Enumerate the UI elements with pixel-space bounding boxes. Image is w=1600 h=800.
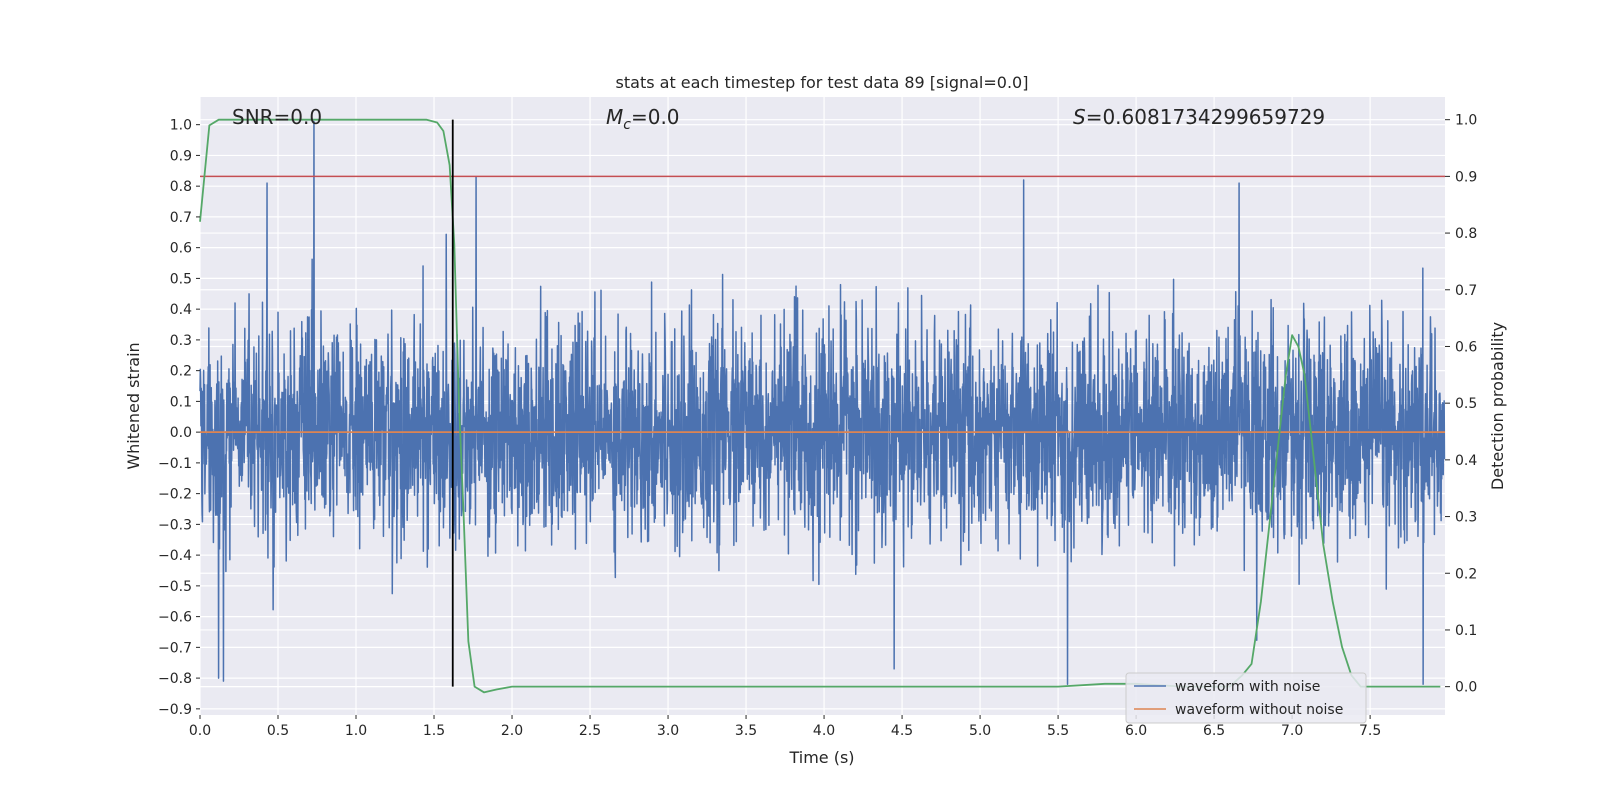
chart-title: stats at each timestep for test data 89 … <box>616 73 1029 92</box>
x-tick-label: 6.5 <box>1203 723 1225 739</box>
y-tick-label: −0.9 <box>158 702 192 718</box>
y2-tick-label: 0.5 <box>1455 396 1477 412</box>
y-tick-label: −0.3 <box>158 517 192 533</box>
x-axis-label: Time (s) <box>788 748 854 767</box>
mc-annotation: Mc=0.0 <box>606 105 680 133</box>
mc-value: =0.0 <box>631 105 680 129</box>
s-value: =0.6081734299659729 <box>1086 105 1325 129</box>
mc-subscript: c <box>623 117 631 133</box>
y2-tick-label: 0.9 <box>1455 169 1477 185</box>
legend-label-without-noise: waveform without noise <box>1175 702 1343 718</box>
y2-tick-label: 0.4 <box>1455 453 1477 469</box>
mc-symbol: M <box>606 105 623 129</box>
y-axis-label: Whitened strain <box>124 342 143 469</box>
y2-tick-label: 1.0 <box>1455 113 1477 129</box>
y-tick-label: −0.7 <box>158 640 192 656</box>
y2-tick-label: 0.2 <box>1455 566 1477 582</box>
series-detection-probability <box>199 118 1441 694</box>
snr-annotation: SNR=0.0 <box>232 105 322 129</box>
y-tick-label: 0.4 <box>170 302 192 318</box>
x-tick-label: 5.5 <box>1047 723 1069 739</box>
x-tick-label: 0.0 <box>189 723 211 739</box>
x-tick-label: 3.0 <box>657 723 679 739</box>
y-tick-label: −0.5 <box>158 579 192 595</box>
y2-tick-label: 0.3 <box>1455 510 1477 526</box>
x-tick-label: 2.5 <box>579 723 601 739</box>
y2-tick-label: 0.1 <box>1455 623 1477 639</box>
y-ticks-left: 1.0 0.9 0.8 0.7 0.6 0.5 0.4 0.3 0.2 0.1 0.0 −0.1 −0.… <box>158 118 200 718</box>
y-tick-label: 0.8 <box>170 179 192 195</box>
y-ticks-right: 1.0 0.9 0.8 0.7 0.6 0.5 0.4 0.3 0.2 0.1 0.0 <box>1445 113 1477 696</box>
y-tick-label: 0.7 <box>170 210 192 226</box>
y-tick-label: 0.1 <box>170 394 192 410</box>
x-tick-label: 2.0 <box>501 723 523 739</box>
y-tick-label: −0.4 <box>158 548 192 564</box>
x-tick-label: 4.0 <box>813 723 835 739</box>
y-tick-label: −0.2 <box>158 487 192 503</box>
legend: waveform with noise waveform without noi… <box>1125 672 1367 724</box>
y-tick-label: −0.8 <box>158 671 192 687</box>
y-tick-label: 1.0 <box>170 118 192 134</box>
y2-tick-label: 0.6 <box>1455 339 1477 355</box>
series-waveform-with-noise <box>199 120 1446 685</box>
x-tick-label: 1.5 <box>423 723 445 739</box>
s-symbol: S <box>1073 105 1086 129</box>
y-tick-label: 0.9 <box>170 148 192 164</box>
x-tick-label: 3.5 <box>735 723 757 739</box>
y-tick-label: 0.3 <box>170 333 192 349</box>
y2-tick-label: 0.8 <box>1455 226 1477 242</box>
y2-tick-label: 0.0 <box>1455 680 1477 696</box>
x-tick-label: 4.5 <box>891 723 913 739</box>
x-tick-label: 1.0 <box>345 723 367 739</box>
y2-axis-label: Detection probability <box>1488 322 1507 490</box>
y-tick-label: 0.6 <box>170 241 192 257</box>
legend-box <box>1125 672 1367 724</box>
y-tick-label: 0.0 <box>170 425 192 441</box>
x-tick-label: 6.0 <box>1125 723 1147 739</box>
series-layer <box>199 118 1446 694</box>
x-ticks: 0.0 0.5 1.0 1.5 2.0 2.5 3.0 3.5 4.0 4.5 5.0 5.5 6.0 6… <box>189 715 1381 739</box>
y-tick-label: 0.5 <box>170 271 192 287</box>
x-tick-label: 7.0 <box>1281 723 1303 739</box>
x-tick-label: 5.0 <box>969 723 991 739</box>
y2-tick-label: 0.7 <box>1455 283 1477 299</box>
x-tick-label: 7.5 <box>1359 723 1381 739</box>
y-tick-label: 0.2 <box>170 364 192 380</box>
x-tick-label: 0.5 <box>267 723 289 739</box>
y-tick-label: −0.1 <box>158 456 192 472</box>
legend-label-with-noise: waveform with noise <box>1175 679 1320 695</box>
s-annotation: S=0.6081734299659729 <box>1073 105 1325 129</box>
y-tick-label: −0.6 <box>158 610 192 626</box>
